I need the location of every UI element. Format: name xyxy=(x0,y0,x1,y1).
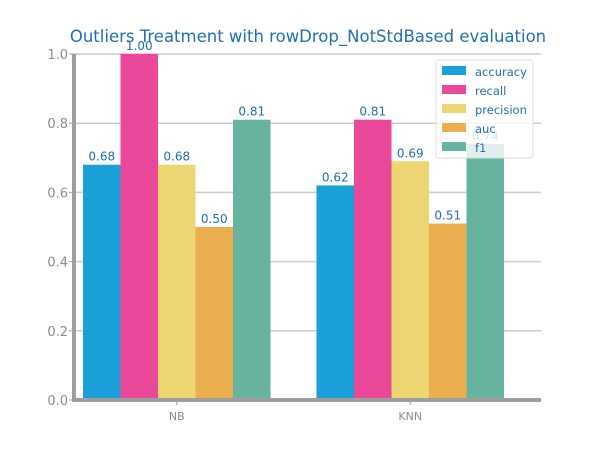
x-tick-label: NB xyxy=(169,410,185,423)
bar-auc-nb xyxy=(195,227,233,400)
bar-accuracy-nb xyxy=(83,164,121,400)
data-label: 0.68 xyxy=(163,150,190,164)
data-label: 0.69 xyxy=(397,146,424,160)
y-tick-label: 0.2 xyxy=(47,325,68,340)
legend-swatch-precision xyxy=(442,104,466,113)
legend-label-accuracy: accuracy xyxy=(475,65,527,79)
bar-precision-knn xyxy=(391,161,429,400)
bar-auc-knn xyxy=(429,223,467,400)
chart-title: Outliers Treatment with rowDrop_NotStdBa… xyxy=(70,27,546,47)
y-tick-label: 0.0 xyxy=(47,394,68,409)
y-tick-label: 0.4 xyxy=(47,256,68,271)
y-tick-label: 1.0 xyxy=(47,48,68,63)
data-label: 0.50 xyxy=(201,212,228,226)
legend-label-f1: f1 xyxy=(475,141,486,155)
legend-label-auc: auc xyxy=(475,122,496,136)
legend-label-recall: recall xyxy=(475,84,506,98)
data-label: 0.68 xyxy=(88,150,115,164)
bar-f1-knn xyxy=(466,143,504,400)
bars xyxy=(83,54,504,401)
data-label: 0.51 xyxy=(434,209,461,223)
bar-recall-nb xyxy=(120,54,158,400)
legend-swatch-f1 xyxy=(442,142,466,151)
y-tick-label: 0.6 xyxy=(47,186,68,201)
data-label: 0.81 xyxy=(359,105,386,119)
bar-recall-knn xyxy=(354,119,392,401)
y-axis-ticks: 0.0 0.2 0.4 0.6 0.8 1.0 xyxy=(47,48,74,409)
legend-swatch-accuracy xyxy=(442,66,466,75)
data-label: 1.00 xyxy=(126,39,153,53)
legend-label-precision: precision xyxy=(475,103,527,117)
bar-precision-nb xyxy=(158,164,196,400)
data-label: 0.81 xyxy=(238,105,265,119)
y-tick-label: 0.8 xyxy=(47,117,68,132)
bar-accuracy-knn xyxy=(316,185,354,400)
legend: accuracy recall precision auc f1 xyxy=(435,59,534,159)
legend-swatch-recall xyxy=(442,85,466,94)
legend-box xyxy=(435,59,534,159)
x-tick-label: KNN xyxy=(398,410,422,423)
axes xyxy=(72,54,541,402)
legend-swatch-auc xyxy=(442,123,466,132)
bar-f1-nb xyxy=(233,119,271,401)
data-labels: 0.681.000.680.500.810.620.810.690.510.74 xyxy=(88,39,498,226)
data-label: 0.62 xyxy=(322,170,349,184)
x-axis-ticks: NB KNN xyxy=(169,400,422,423)
